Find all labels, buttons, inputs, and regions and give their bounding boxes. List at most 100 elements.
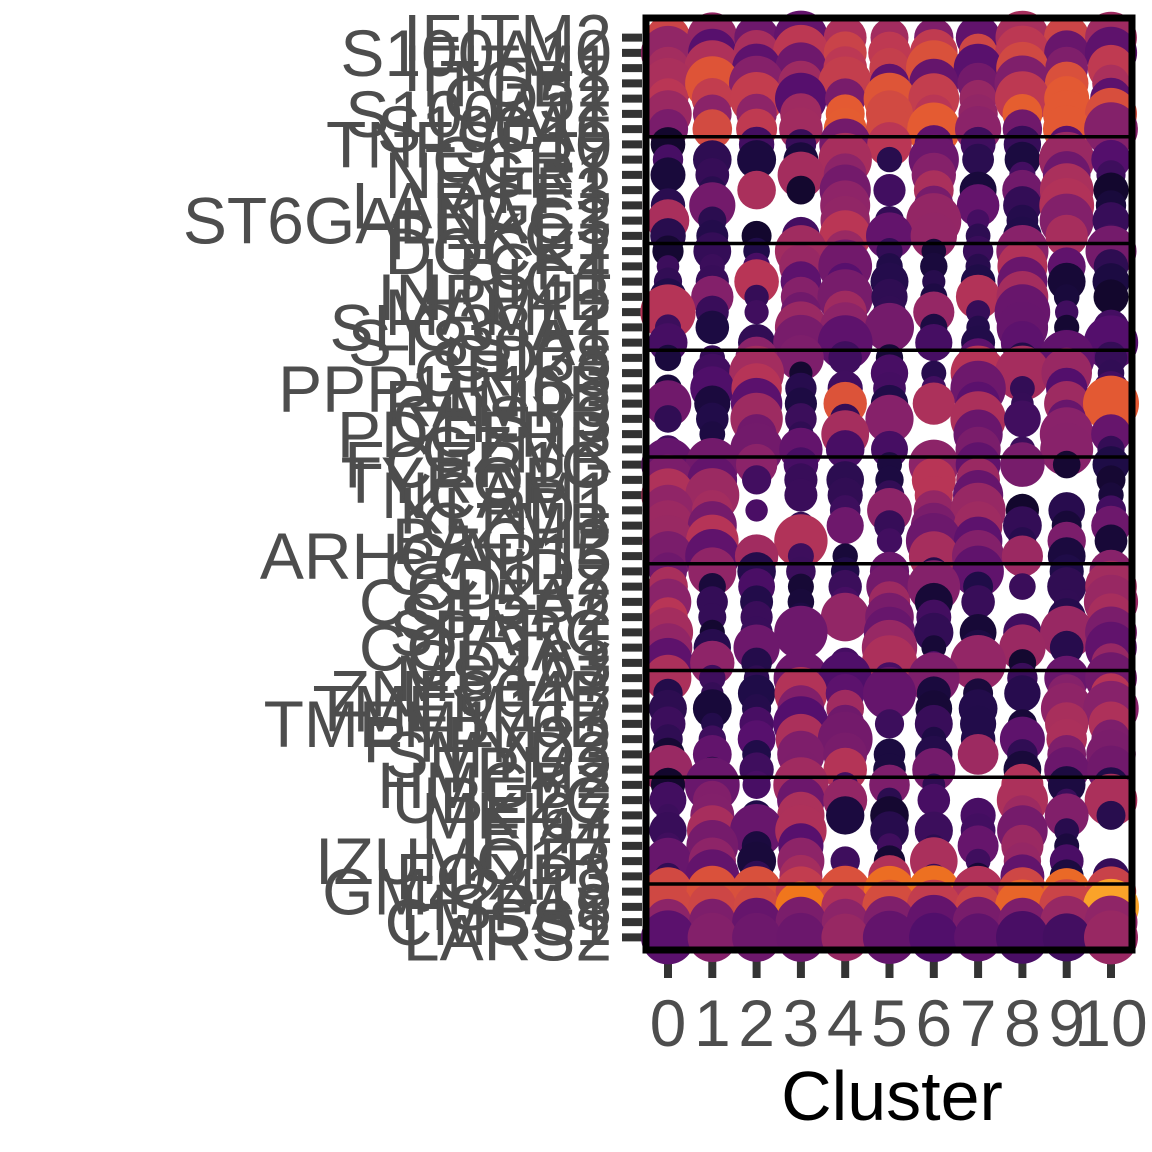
- y-tick-label: CCND2: [385, 534, 612, 608]
- y-tick-label: IFI44: [462, 794, 612, 868]
- dot: [776, 912, 826, 962]
- dot: [820, 592, 870, 642]
- dot: [1001, 535, 1043, 577]
- y-tick-label: CHSY3: [392, 382, 612, 456]
- y-tick-label: PDGFRB: [337, 397, 612, 471]
- y-tick-label: GM42418: [322, 855, 612, 929]
- y-tick-label: CD247: [407, 550, 612, 624]
- y-tick-label: AFF3: [451, 153, 612, 227]
- y-tick-label: IFI27: [462, 809, 612, 883]
- dot: [774, 605, 828, 660]
- dot: [737, 140, 777, 180]
- dot: [862, 910, 917, 965]
- y-tick-label: CMSS1: [385, 885, 612, 959]
- dot: [732, 912, 782, 962]
- dot: [912, 382, 955, 425]
- y-tick-label: ZNF804B: [330, 656, 612, 730]
- y-tick-label: PTPN22: [363, 702, 612, 776]
- dot: [742, 770, 771, 800]
- dot: [825, 430, 865, 469]
- y-tick-label: DOCK2: [385, 214, 612, 288]
- y-tick-label: CD38: [443, 321, 612, 395]
- y-tick-label: LRIG1: [421, 245, 612, 319]
- dot: [1009, 573, 1036, 600]
- y-tick-label: TMEM117: [312, 672, 612, 746]
- dot: [828, 341, 862, 375]
- y-tick-label: SLC38A1: [329, 290, 612, 364]
- dot: [909, 912, 959, 963]
- dot: [917, 783, 951, 817]
- dot: [915, 324, 953, 362]
- dot: [826, 796, 865, 835]
- dot: [650, 157, 686, 193]
- dot: [1042, 913, 1091, 962]
- x-tick-label: 1: [694, 986, 731, 1060]
- y-tick-label: KLRD1: [399, 473, 612, 547]
- y-tick-label: TPM2: [436, 733, 612, 807]
- dot: [692, 689, 732, 728]
- dot: [874, 709, 905, 739]
- dot: [956, 184, 1000, 227]
- dot: [876, 528, 903, 554]
- y-tick-label: ARHGAP15: [260, 519, 612, 593]
- dot: [876, 146, 903, 173]
- y-tick-label: S100A6: [377, 92, 612, 166]
- x-tick-label: 4: [827, 986, 864, 1060]
- dot: [821, 913, 869, 962]
- y-tick-label: TCF4: [447, 229, 612, 303]
- y-tick-label: NEGR1: [385, 138, 612, 212]
- y-tick-label: TMEM176B: [264, 687, 612, 761]
- y-tick-label: SFRP2: [399, 580, 612, 654]
- dot: [774, 514, 828, 568]
- dot: [865, 302, 914, 352]
- dot: [737, 170, 776, 210]
- dot: [1049, 630, 1084, 665]
- x-tick-label: 3: [783, 986, 820, 1060]
- y-tick-label: CCR7: [432, 123, 612, 197]
- dot: [826, 506, 864, 545]
- y-tick-label: INPP4B: [377, 260, 612, 334]
- dot: [1004, 400, 1041, 438]
- dot: [784, 478, 818, 512]
- dot: [687, 912, 737, 963]
- y-tick-label: LARS2: [403, 900, 612, 974]
- y-tick-label: GRIK3: [414, 336, 612, 410]
- dot: [996, 911, 1049, 964]
- dot: [778, 335, 824, 381]
- group-separator-lines: [646, 135, 1132, 886]
- dot: [745, 499, 768, 522]
- x-axis-tick-labels: 0 1 2 3 4 5 6 7 8 910: [650, 986, 1148, 1060]
- y-tick-label: RAMP3: [385, 367, 612, 441]
- x-tick-label: 9: [1048, 986, 1085, 1060]
- y-tick-label: TYROBP: [341, 443, 612, 517]
- y-tick-label: ST8SIA1: [348, 306, 612, 380]
- x-tick-label: 0: [650, 986, 687, 1060]
- y-tick-label: HMGB2: [377, 748, 612, 822]
- y-tick-label: HSPA8: [400, 870, 612, 944]
- y-tick-label: IZUMO1R: [315, 824, 612, 898]
- dot: [640, 284, 696, 340]
- dot: [744, 300, 769, 325]
- y-axis-tick-labels: IFITM2S100A10IFITM1ITGB1CD52S100A11S100A…: [183, 1, 612, 975]
- dot: [863, 666, 916, 720]
- y-tick-label: UBE2C: [392, 763, 612, 837]
- x-tick-label: 7: [960, 986, 997, 1060]
- dot: [1094, 524, 1128, 558]
- dot: [1093, 279, 1129, 315]
- dot: [1096, 800, 1126, 830]
- dot: [742, 465, 772, 495]
- y-tick-label: FCER1G: [344, 428, 612, 502]
- y-tick-label: PPP1R16B: [278, 351, 612, 425]
- x-tick-label: 10: [1074, 986, 1147, 1060]
- dot: [961, 585, 995, 619]
- y-tick-label: S100A11: [345, 77, 612, 151]
- y-tick-label: NCAM1: [381, 458, 612, 532]
- dot: [1084, 102, 1138, 156]
- dot: [954, 913, 1003, 962]
- y-tick-label: GZMK: [421, 412, 612, 486]
- y-tick-label: COL3A1: [359, 611, 612, 685]
- y-tick-label: ST6GALNAC3: [183, 184, 612, 258]
- y-tick-label: GZMB: [421, 489, 612, 563]
- x-axis-title: Cluster: [781, 1057, 1003, 1135]
- y-tick-label: BACH2: [392, 504, 612, 578]
